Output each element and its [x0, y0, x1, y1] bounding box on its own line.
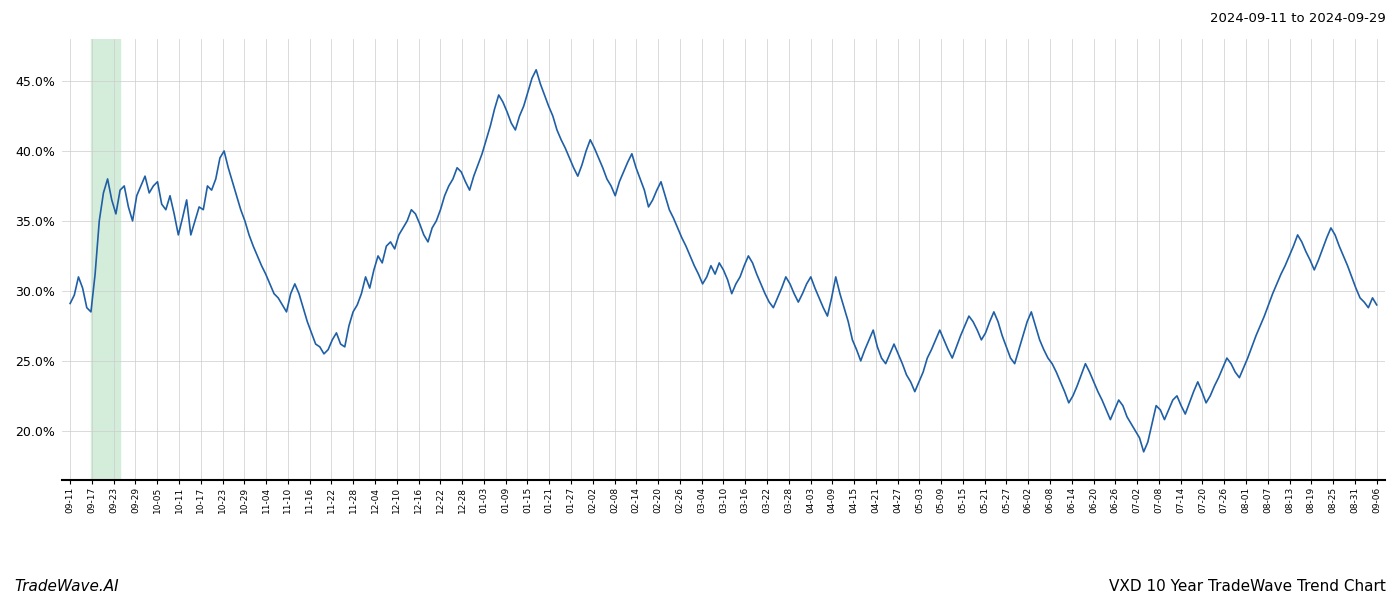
Text: VXD 10 Year TradeWave Trend Chart: VXD 10 Year TradeWave Trend Chart: [1109, 579, 1386, 594]
Bar: [91, 39, 120, 480]
Text: TradeWave.AI: TradeWave.AI: [14, 579, 119, 594]
Text: 2024-09-11 to 2024-09-29: 2024-09-11 to 2024-09-29: [1210, 12, 1386, 25]
